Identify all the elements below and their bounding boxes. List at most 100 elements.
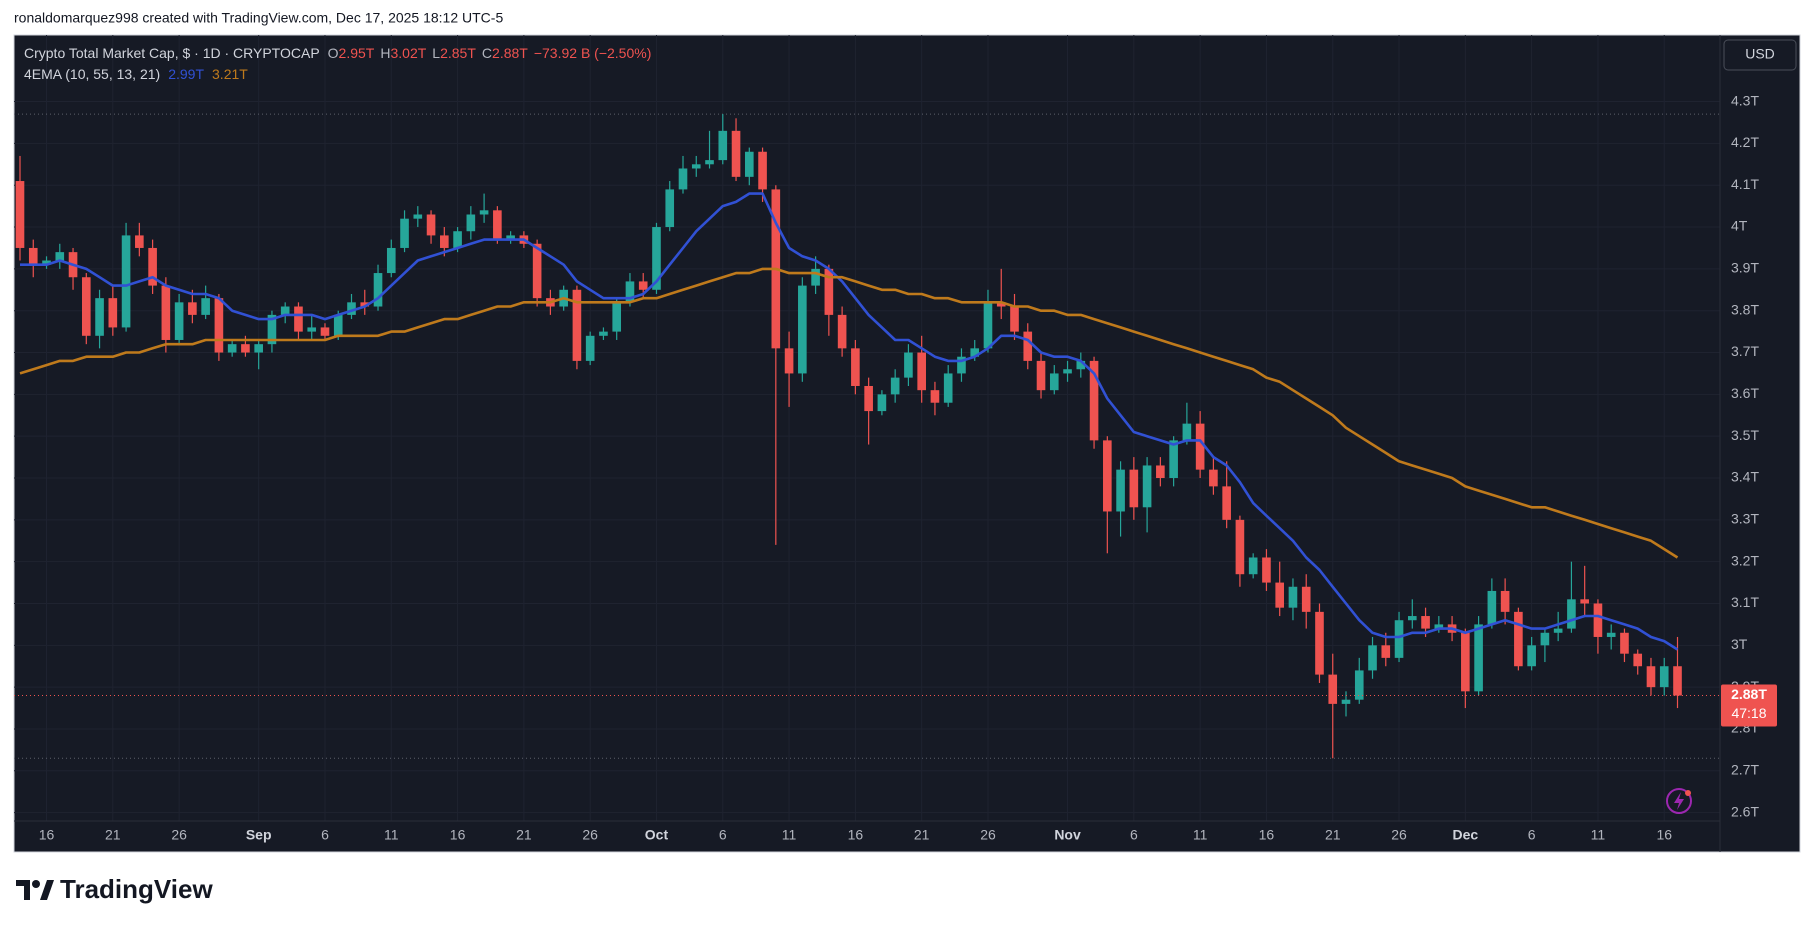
x-tick-label: 16	[39, 827, 55, 843]
candle-body	[95, 298, 104, 336]
candle-body	[15, 181, 25, 248]
alert-ring[interactable]	[1666, 788, 1692, 814]
x-tick-label: 6	[1528, 827, 1536, 843]
candle-body	[1633, 653, 1643, 667]
price-tag-countdown: 47:18	[1731, 705, 1766, 721]
candle-body	[214, 298, 224, 353]
candle-body	[108, 298, 118, 328]
candle-body	[413, 214, 423, 219]
logo-mark	[40, 880, 54, 900]
candle-body	[400, 218, 409, 248]
candle-body	[877, 394, 887, 412]
y-tick-label: 2.7T	[1731, 762, 1759, 778]
candle-body	[904, 352, 913, 378]
ohlc-label: L	[432, 45, 440, 61]
x-tick-label: Dec	[1452, 827, 1478, 843]
candle-body	[1182, 423, 1192, 441]
y-tick-label: 4.1T	[1731, 176, 1759, 192]
candle-body	[691, 164, 701, 169]
candle-body	[426, 214, 436, 236]
candle-body	[718, 130, 728, 161]
x-tick-label: 11	[384, 827, 399, 843]
x-tick-label: Nov	[1054, 827, 1081, 843]
x-tick-label: Sep	[246, 827, 272, 843]
x-tick-label: 26	[582, 827, 598, 843]
candle-body	[506, 235, 515, 240]
candle-body	[917, 352, 926, 391]
candle-body	[55, 252, 65, 261]
y-tick-label: 4T	[1731, 218, 1748, 234]
candle-body	[201, 298, 210, 315]
candle-body	[837, 314, 847, 349]
candle-body	[744, 151, 754, 177]
candle-body	[1487, 590, 1497, 625]
ohlc-value: 2.85T	[440, 45, 476, 61]
candle-body	[1023, 331, 1033, 361]
candle-body	[241, 344, 250, 353]
candle-body	[784, 348, 794, 374]
candle-body	[851, 348, 860, 386]
candle-body	[957, 356, 966, 374]
ema-line	[19, 267, 1679, 559]
plot	[14, 113, 1720, 759]
x-tick-label: 21	[914, 827, 930, 843]
candle-body	[1142, 465, 1152, 508]
x-tick-label: 6	[719, 827, 727, 843]
candle-body	[148, 247, 157, 286]
grid	[14, 35, 1720, 821]
candle-body	[890, 377, 900, 395]
x-tick-label: 16	[1259, 827, 1275, 843]
candle-body	[970, 348, 980, 357]
candle-body	[42, 260, 51, 265]
candle-body	[625, 281, 635, 303]
candle-body	[983, 302, 993, 349]
candle-body	[121, 235, 131, 328]
brand: TradingView	[60, 874, 213, 904]
candle-body	[466, 214, 476, 232]
x-tick-label: 16	[1656, 827, 1672, 843]
y-tick-label: 3.5T	[1731, 427, 1759, 443]
candle-body	[824, 268, 834, 315]
candle-body	[943, 373, 953, 403]
candle-body	[599, 331, 608, 336]
x-tick-label: 11	[1193, 827, 1208, 843]
candle-body	[1434, 624, 1444, 629]
x-tick-label: 26	[980, 827, 996, 843]
logo-mark	[16, 880, 30, 900]
candle-body	[294, 306, 303, 332]
candle-body	[1301, 586, 1311, 612]
candle-body	[996, 302, 1006, 307]
brand-logo: TradingView	[16, 874, 213, 904]
ohlc-label: H	[380, 45, 390, 61]
candle-body	[1209, 469, 1218, 487]
y-tick-label: 3.4T	[1731, 469, 1759, 485]
candle-body	[135, 235, 144, 248]
candle-body	[1659, 666, 1669, 688]
logo-mark	[32, 880, 40, 888]
candle-body	[585, 335, 595, 361]
candle-body	[479, 210, 489, 215]
candle-body	[1514, 611, 1523, 667]
ohlc-value: 2.88T	[492, 45, 528, 61]
candle-body	[440, 235, 449, 248]
candle-body	[1407, 616, 1417, 621]
candle-body	[1156, 465, 1165, 479]
candle-body	[1461, 632, 1470, 692]
candle-body	[1076, 360, 1086, 370]
alert-bolt[interactable]	[1674, 792, 1684, 810]
candle-body	[1394, 620, 1404, 658]
indicator-value: 3.21T	[212, 66, 248, 82]
y-tick-label: 4.3T	[1731, 92, 1759, 108]
candle-body	[1421, 616, 1430, 629]
alert-icon[interactable]	[1666, 788, 1692, 814]
candle-body	[453, 231, 462, 248]
currency-box[interactable]	[1723, 39, 1797, 71]
currency[interactable]: USD	[1745, 46, 1775, 62]
candle-body	[307, 327, 317, 332]
x-tick-label: 16	[848, 827, 864, 843]
alert-dot[interactable]	[1685, 790, 1691, 796]
candle-body	[174, 302, 184, 340]
candle-body	[1527, 645, 1536, 667]
candle-body	[1500, 590, 1510, 612]
